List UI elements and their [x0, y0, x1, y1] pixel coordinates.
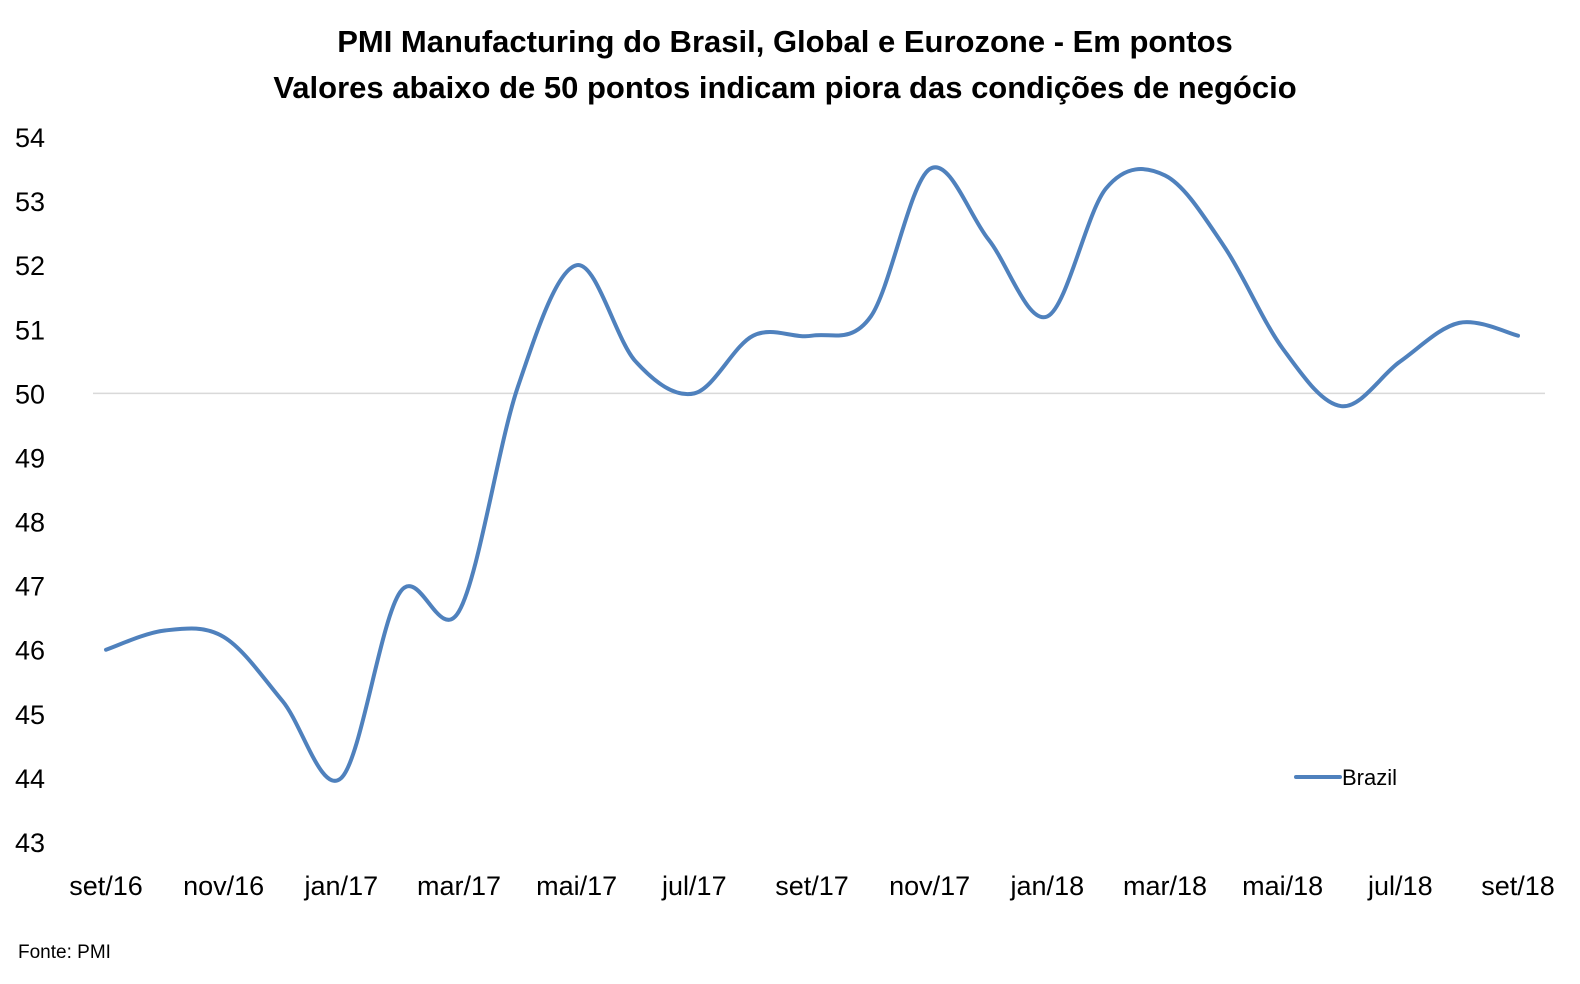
x-tick-label: nov/17 — [889, 871, 970, 901]
data-point-brazil — [1340, 404, 1344, 408]
data-point-brazil — [869, 314, 873, 318]
series-layer — [104, 165, 1520, 783]
y-tick-label: 46 — [15, 636, 45, 666]
y-tick-label: 52 — [15, 251, 45, 281]
data-point-brazil — [1104, 186, 1108, 190]
y-tick-label: 44 — [15, 764, 45, 794]
data-point-brazil — [457, 609, 461, 613]
x-axis-ticks: set/16 nov/16 jan/17 mar/17 mai/17 jul/17 set/… — [69, 871, 1555, 901]
y-tick-label: 50 — [15, 379, 45, 409]
y-tick-label: 48 — [15, 508, 45, 538]
data-point-brazil — [575, 263, 579, 267]
data-point-brazil — [398, 590, 402, 594]
y-tick-label: 45 — [15, 700, 45, 730]
data-point-brazil — [634, 359, 638, 363]
data-point-brazil — [516, 385, 520, 389]
data-point-brazil — [1045, 314, 1049, 318]
x-tick-label: mar/18 — [1123, 871, 1207, 901]
data-point-brazil — [163, 629, 167, 633]
x-tick-label: mai/18 — [1242, 871, 1323, 901]
data-point-brazil — [1398, 359, 1402, 363]
data-point-brazil — [987, 238, 991, 242]
x-tick-label: set/17 — [775, 871, 849, 901]
data-point-brazil — [1457, 321, 1461, 325]
x-tick-label: nov/16 — [183, 871, 264, 901]
y-tick-label: 51 — [15, 315, 45, 345]
data-point-brazil — [1281, 347, 1285, 351]
y-axis-ticks: 54 53 52 51 50 49 48 47 46 45 44 43 — [15, 123, 45, 858]
data-point-brazil — [104, 648, 108, 652]
x-tick-label: set/16 — [69, 871, 143, 901]
chart-title: PMI Manufacturing do Brasil, Global e Eu… — [337, 24, 1233, 59]
legend: Brazil — [1294, 765, 1397, 790]
x-tick-label: set/18 — [1481, 871, 1555, 901]
source-note: Fonte: PMI — [18, 942, 111, 963]
data-point-brazil — [810, 334, 814, 338]
x-tick-label: jul/17 — [661, 871, 727, 901]
data-point-brazil — [928, 167, 932, 171]
data-point-brazil — [1222, 244, 1226, 248]
y-tick-label: 47 — [15, 572, 45, 602]
y-tick-label: 53 — [15, 187, 45, 217]
y-tick-label: 54 — [15, 123, 45, 153]
data-point-brazil — [751, 334, 755, 338]
x-tick-label: jan/18 — [1010, 871, 1085, 901]
data-point-brazil — [339, 776, 343, 780]
y-tick-label: 43 — [15, 828, 45, 858]
series-line-brazil — [104, 165, 1520, 783]
data-point-brazil — [1163, 173, 1167, 177]
chart-subtitle: Valores abaixo de 50 pontos indicam pior… — [273, 70, 1296, 105]
data-point-brazil — [222, 635, 226, 639]
data-point-brazil — [281, 699, 285, 703]
x-tick-label: jan/17 — [304, 871, 379, 901]
data-point-brazil — [692, 391, 696, 395]
legend-label-brazil: Brazil — [1342, 765, 1397, 790]
x-tick-label: jul/18 — [1367, 871, 1433, 901]
data-point-brazil — [1516, 334, 1520, 338]
y-tick-label: 49 — [15, 443, 45, 473]
x-tick-label: mai/17 — [536, 871, 617, 901]
x-tick-label: mar/17 — [417, 871, 501, 901]
